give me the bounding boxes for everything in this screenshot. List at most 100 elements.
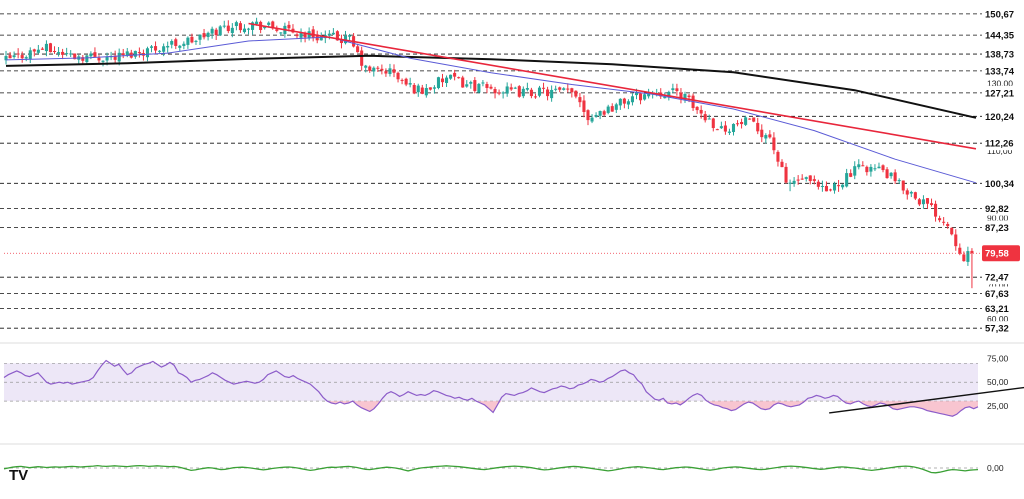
rsi-line <box>3 359 979 417</box>
candle-body <box>24 57 28 59</box>
candle-body <box>861 165 865 167</box>
candle-body <box>93 52 97 57</box>
candle-body <box>647 92 651 97</box>
candle-body <box>865 166 869 173</box>
candle-body <box>574 90 578 97</box>
price-label-text: 87,23 <box>985 223 1009 234</box>
candle-body <box>780 161 784 168</box>
candle-body <box>582 100 586 112</box>
candle-body <box>525 88 529 90</box>
rsi-axis-tick: 25,00 <box>987 401 1009 411</box>
price-level-label: 87,23 <box>982 220 1020 235</box>
tradingview-logo-icon: TV <box>9 467 28 484</box>
candle-body <box>760 129 764 138</box>
candle-body <box>816 181 820 187</box>
candle-body <box>610 106 614 112</box>
candle-body <box>687 95 691 98</box>
candle-body <box>137 52 141 54</box>
candle-body <box>81 57 85 61</box>
price-label-text: 150,67 <box>985 9 1014 20</box>
candle-body <box>905 190 909 195</box>
candle-body <box>630 96 634 103</box>
candle-body <box>275 29 279 31</box>
candle-body <box>376 67 380 69</box>
candle-body <box>12 55 16 58</box>
price-level-label: 127,21 <box>982 85 1020 100</box>
price-level-label: 120,24 <box>982 109 1020 124</box>
candle-body <box>667 91 671 97</box>
oscillator-axis-tick: 0,00 <box>987 463 1004 473</box>
candle-body <box>873 168 877 170</box>
candle-body <box>869 166 873 172</box>
candle-body <box>626 101 630 105</box>
price-label-box <box>982 220 1020 235</box>
price-level-label: 67,63 <box>982 286 1020 301</box>
candle-body <box>719 126 723 129</box>
rsi-panel[interactable]: 75,00 50,00 25,00 <box>0 342 1024 445</box>
price-axis-tick: 70,00 <box>987 280 1009 290</box>
candle-body <box>457 77 461 79</box>
candle-body <box>28 50 32 59</box>
candle-body <box>707 118 711 120</box>
candle-body <box>517 86 521 97</box>
candle-body <box>925 198 930 204</box>
price-label-text: 57,32 <box>985 324 1009 335</box>
candle-body <box>578 97 582 103</box>
candle-body <box>97 57 101 61</box>
candle-body <box>190 36 194 43</box>
rsi-axis-tick: 50,00 <box>987 377 1009 387</box>
candle-body <box>384 71 388 74</box>
candle-body <box>594 114 598 117</box>
candle-body <box>679 92 683 99</box>
candle-body <box>634 92 639 96</box>
candle-body <box>149 46 154 48</box>
candle-body <box>315 36 319 41</box>
candle-body <box>715 129 719 131</box>
candle-body <box>562 88 566 90</box>
candle-body <box>198 34 202 40</box>
candle-body <box>889 172 893 177</box>
candle-body <box>372 67 376 72</box>
candle-body <box>178 45 182 48</box>
candle-body <box>206 32 210 37</box>
candle-body <box>509 87 513 90</box>
candle-body <box>824 185 828 192</box>
candle-body <box>186 37 190 45</box>
candle-body <box>828 189 833 191</box>
price-axis-tick: 60,00 <box>987 314 1009 324</box>
price-level-label: 133,74 <box>982 63 1020 78</box>
candle-body <box>614 104 618 110</box>
candle-body <box>85 55 89 63</box>
oscillator-panel[interactable]: 0,00 <box>3 463 1004 474</box>
candle-body <box>841 184 845 188</box>
candle-body <box>921 199 925 205</box>
candle-body <box>101 60 105 62</box>
candle-body <box>586 110 590 121</box>
candle-body <box>485 84 489 88</box>
candle-body <box>477 83 481 93</box>
candle-body <box>909 192 913 194</box>
candle-body <box>48 43 53 53</box>
candle-body <box>897 180 901 182</box>
last-price-badge: 79,58 <box>982 245 1020 262</box>
fast-moving-average-line <box>5 36 977 184</box>
candle-body <box>675 88 679 92</box>
price-level-label: 144,35 <box>982 28 1020 43</box>
candle-body <box>929 203 934 205</box>
price-level-label: 138,73 <box>982 47 1020 62</box>
last-price-box <box>982 245 1020 262</box>
candle-body <box>784 166 788 183</box>
candle-body <box>242 28 247 33</box>
candle-body <box>853 166 857 176</box>
price-panel[interactable]: 130,00 110,00 90,00 70,00 60,00 150,67 144,35 1… <box>0 6 1020 336</box>
candle-body <box>537 87 542 96</box>
price-label-text: 120,24 <box>985 112 1015 123</box>
candle-body <box>934 203 938 217</box>
candle-body <box>913 192 917 199</box>
candle-body <box>901 180 905 191</box>
candle-body <box>877 166 881 169</box>
candle-body <box>36 49 40 53</box>
candle-body <box>748 118 752 120</box>
